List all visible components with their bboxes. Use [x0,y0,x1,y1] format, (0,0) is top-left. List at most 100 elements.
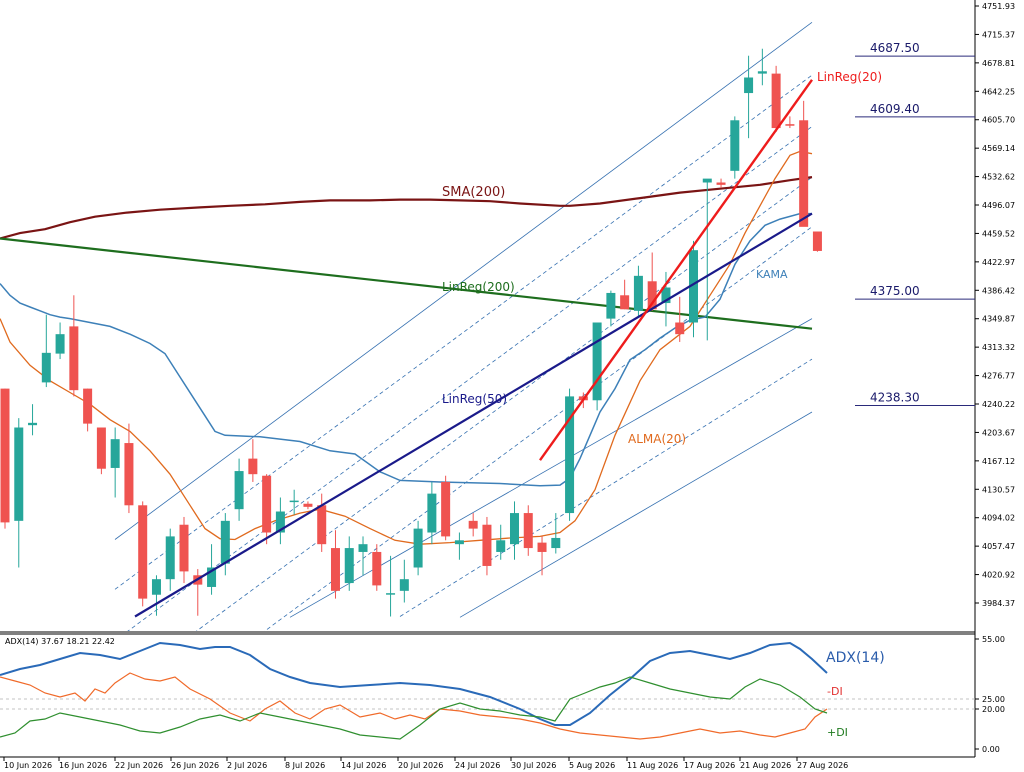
linreg-20-line [539,79,813,461]
linreg-50-line [134,212,813,618]
adx-y-tick-label: 25.00 [982,695,1005,704]
alma-20-line [0,150,813,545]
candle [744,55,754,139]
candle-body [702,178,712,183]
price-y-tick-label: 4751.93 [982,2,1015,11]
plus-di-legend: +DI [827,726,848,739]
candle-body [124,443,134,506]
candle-body [565,396,575,514]
x-tick-label: 26 Jun 2026 [171,761,219,770]
candle [317,493,327,552]
candle [399,559,409,603]
candle-body [344,548,354,584]
candle [785,116,795,129]
adx-y-tick-label: 55.00 [982,635,1005,644]
kama-label: KAMA [756,268,788,281]
candle-body [785,124,795,126]
price-y-tick-label: 4459.52 [982,229,1015,238]
candle [592,322,602,411]
candle-body [675,322,685,335]
candle [482,516,492,576]
candle [14,418,24,568]
price-y-tick-label: 4240.22 [982,400,1015,409]
linreg-200-label: LinReg(200) [442,280,515,294]
price-layers [0,21,822,631]
candle [468,513,478,537]
candle-body [771,73,781,129]
price-y-tick-label: 4678.81 [982,59,1015,68]
candle [330,530,340,599]
price-y-tick-label: 4422.97 [982,258,1015,267]
candle-body [207,567,217,587]
candle [606,290,616,327]
candle [551,513,561,554]
candle-body [454,540,464,545]
x-tick-label: 8 Jul 2026 [285,761,325,770]
candle-body [812,231,822,251]
price-y-tick-label: 4057.47 [982,542,1015,551]
regression-channel-line [114,74,813,590]
candle [55,322,65,360]
candle [413,520,423,576]
candle [207,544,217,595]
candle-body [234,471,244,510]
candle-body [330,548,340,591]
candle-body [317,505,327,545]
candle [96,427,106,475]
price-y-tick-label: 4642.25 [982,87,1015,96]
candle [730,116,740,179]
candle [372,544,382,591]
regression-channel-line [399,358,813,617]
candle [689,240,698,338]
adx-y-tick-label: 20.00 [982,705,1005,714]
price-level-label: 4238.30 [870,390,920,404]
candle [344,536,354,591]
candle [496,524,506,560]
price-y-tick-label: 4313.32 [982,343,1015,352]
candle-body [441,481,451,537]
price-y-tick-label: 4605.70 [982,116,1015,125]
candle-body [606,292,616,319]
candle-body [413,528,423,568]
adx-line [0,641,828,726]
candle-body [386,593,396,595]
regression-channel-line [114,21,813,540]
candle [523,505,533,556]
price-level: 4687.50 [855,41,975,57]
candle-body [55,334,65,354]
candle-body [179,524,189,572]
candle [151,575,161,616]
candle [454,532,464,560]
price-plot-area: 4687.50 4609.40 4375.00 4238.30 SMA(200) LinR… [0,21,975,631]
candle-body [661,287,671,304]
price-y-tick-label: 4276.77 [982,372,1015,381]
x-tick-label: 17 Aug 2026 [684,761,735,770]
x-tick-label: 14 Jul 2026 [341,761,386,770]
sma-200-label: SMA(200) [442,185,505,200]
candle-body [165,536,175,580]
price-y-axis: 4751.93 4715.37 4678.81 4642.25 4605.70 4569.… [975,2,1015,608]
candle [633,265,643,318]
candle-body [248,458,258,475]
candle-body [482,524,492,566]
adx-plot-area: ADX(14) -DI +DI [0,641,975,740]
candle [565,388,575,521]
candle [83,388,93,432]
candle [165,528,175,591]
price-y-tick-label: 4130.57 [982,485,1015,494]
candle-body [28,422,38,426]
price-y-tick-label: 4532.62 [982,173,1015,182]
price-y-tick-label: 4386.42 [982,286,1015,295]
x-tick-label: 21 Aug 2026 [740,761,791,770]
candle-body [220,520,230,564]
candle [661,271,671,327]
candle [716,178,726,188]
candle-body [744,77,754,94]
candle [441,475,451,541]
price-y-tick-label: 4349.87 [982,315,1015,324]
candle [179,516,189,584]
candle-body [537,542,547,552]
linreg-20-label: LinReg(20) [817,70,882,84]
candle [647,252,657,311]
